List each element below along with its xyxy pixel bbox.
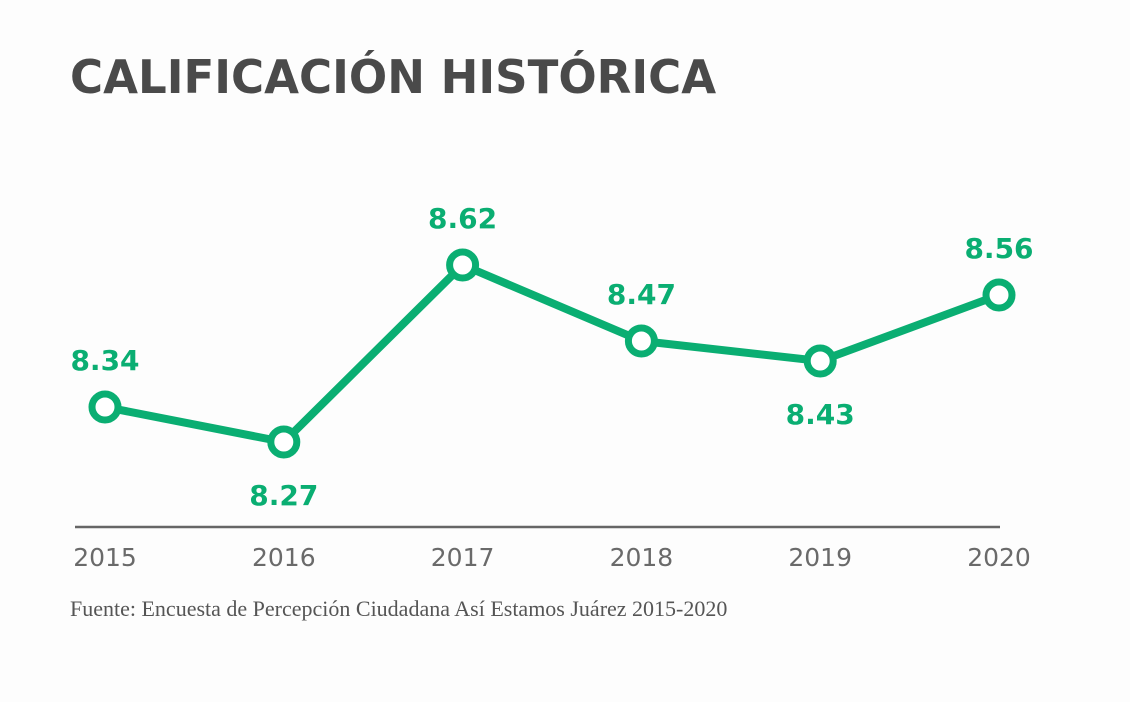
x-tick-label: 2020 xyxy=(967,543,1031,572)
chart-title: CALIFICACIÓN HISTÓRICA xyxy=(70,50,717,104)
x-tick-label: 2018 xyxy=(610,543,674,572)
data-point-marker xyxy=(982,278,1016,312)
data-label: 8.27 xyxy=(249,479,318,512)
data-point-marker xyxy=(88,390,122,424)
data-point-marker xyxy=(267,425,301,459)
data-point-marker xyxy=(803,344,837,378)
data-label: 8.62 xyxy=(428,202,497,235)
data-label: 8.34 xyxy=(70,344,139,377)
x-tick-label: 2015 xyxy=(73,543,137,572)
source-note: Fuente: Encuesta de Percepción Ciudadana… xyxy=(70,596,728,621)
x-tick-label: 2017 xyxy=(431,543,495,572)
data-label: 8.47 xyxy=(607,278,676,311)
x-tick-label: 2016 xyxy=(252,543,316,572)
data-point-marker xyxy=(446,248,480,282)
data-point-marker xyxy=(624,324,658,358)
data-label: 8.56 xyxy=(964,232,1033,265)
x-tick-label: 2019 xyxy=(788,543,852,572)
data-label: 8.43 xyxy=(786,398,855,431)
series-line xyxy=(101,261,1003,446)
